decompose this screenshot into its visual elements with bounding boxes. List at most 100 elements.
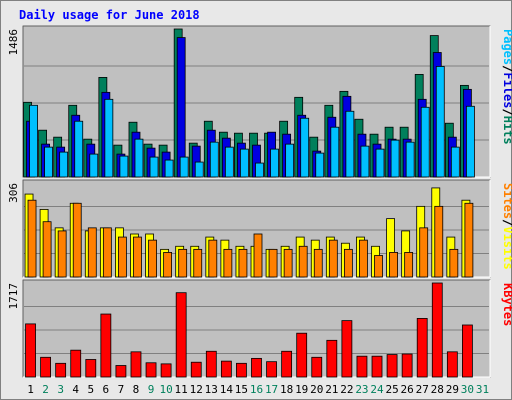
bar-kbytes-day-21: [326, 339, 338, 378]
bar-sites-day-13: [208, 239, 218, 278]
bar-sites-day-30: [464, 202, 474, 278]
day-label-6: 6: [103, 383, 110, 396]
bar-pages-day-9: [149, 156, 159, 178]
day-label-31: 31: [476, 383, 489, 396]
bar-kbytes-day-11: [175, 292, 187, 378]
bar-sites-day-5: [87, 227, 97, 278]
bar-kbytes-day-16: [251, 357, 262, 378]
bar-sites-day-4: [72, 202, 82, 278]
side-label-visits: Visits: [501, 226, 512, 269]
day-label-29: 29: [446, 383, 459, 396]
bar-pages-day-23: [360, 145, 370, 178]
max-label-bot: 1717: [7, 283, 20, 310]
day-label-20: 20: [310, 383, 323, 396]
bar-sites-day-27: [419, 227, 429, 278]
bar-kbytes-day-15: [236, 362, 247, 378]
bar-pages-day-1: [29, 104, 38, 178]
bar-kbytes-day-22: [341, 320, 353, 378]
bar-kbytes-day-26: [401, 353, 413, 378]
bar-kbytes-day-30: [462, 324, 473, 378]
bar-pages-day-12: [194, 161, 204, 178]
day-label-8: 8: [133, 383, 140, 396]
bar-kbytes-day-29: [446, 351, 458, 378]
side-label-slash: /: [501, 219, 512, 226]
max-label-mid: 306: [7, 183, 20, 203]
bar-sites-day-20: [313, 248, 323, 278]
side-label-pages: Pages: [501, 29, 512, 65]
bar-sites-day-24: [374, 255, 383, 278]
bar-kbytes-day-7: [115, 365, 127, 378]
day-label-1: 1: [27, 383, 34, 396]
bar-kbytes-day-28: [431, 282, 443, 378]
bar-kbytes-day-12: [190, 361, 202, 378]
bar-kbytes-day-17: [266, 361, 277, 378]
day-label-12: 12: [190, 383, 203, 396]
bar-pages-day-29: [450, 146, 460, 178]
day-label-28: 28: [431, 383, 444, 396]
bar-pages-day-2: [44, 146, 53, 178]
day-label-10: 10: [159, 383, 172, 396]
bar-sites-day-22: [343, 248, 353, 278]
bar-sites-day-1: [27, 199, 37, 278]
bar-pages-day-3: [59, 151, 69, 178]
bar-pages-day-21: [330, 126, 340, 178]
bar-kbytes-day-4: [70, 349, 82, 378]
bar-sites-day-16: [253, 233, 263, 278]
bar-pages-day-11: [179, 156, 189, 178]
bar-kbytes-day-27: [416, 318, 428, 378]
bar-sites-day-2: [42, 221, 52, 278]
side-label-hits: Hits: [501, 116, 512, 145]
day-label-18: 18: [280, 383, 293, 396]
day-label-5: 5: [87, 383, 94, 396]
day-label-13: 13: [205, 383, 218, 396]
bar-sites-day-18: [283, 248, 293, 278]
bar-files-day-11: [176, 37, 186, 178]
day-label-4: 4: [72, 383, 79, 396]
day-label-21: 21: [325, 383, 338, 396]
bar-pages-day-25: [390, 139, 400, 178]
day-label-24: 24: [370, 383, 384, 396]
day-label-14: 14: [220, 383, 234, 396]
bar-pages-day-22: [345, 110, 355, 178]
day-label-30: 30: [461, 383, 474, 396]
bar-kbytes-day-19: [296, 332, 308, 378]
bar-pages-day-18: [285, 143, 295, 178]
bar-kbytes-day-13: [205, 350, 217, 378]
bar-kbytes-day-25: [386, 354, 398, 378]
bar-sites-day-6: [102, 227, 112, 278]
bar-pages-day-26: [405, 141, 415, 178]
side-labels-bot: KBytes: [501, 283, 512, 326]
bar-kbytes-day-2: [40, 356, 51, 378]
side-labels-mid: Sites/Visits: [501, 183, 512, 270]
side-labels-top: Pages/Files/Hits: [501, 29, 512, 145]
bar-pages-day-8: [134, 138, 144, 178]
bar-kbytes-day-10: [160, 363, 172, 378]
bar-kbytes-day-1: [25, 323, 36, 378]
bar-kbytes-day-8: [130, 351, 142, 378]
day-label-15: 15: [235, 383, 248, 396]
bar-kbytes-day-5: [85, 359, 97, 378]
chart-title: Daily usage for June 2018: [19, 8, 200, 22]
bar-kbytes-day-24: [371, 355, 383, 378]
day-label-9: 9: [148, 383, 155, 396]
day-label-19: 19: [295, 383, 308, 396]
bar-sites-day-26: [404, 252, 414, 278]
side-label-slash: /: [501, 108, 512, 115]
bar-pages-day-4: [74, 120, 84, 178]
bar-sites-day-25: [389, 252, 398, 278]
bar-pages-day-20: [315, 152, 325, 178]
bar-sites-day-9: [148, 239, 157, 278]
bar-pages-day-27: [420, 106, 430, 178]
bar-kbytes-day-3: [55, 362, 67, 378]
bar-kbytes-day-20: [311, 356, 323, 378]
bar-sites-day-3: [57, 230, 67, 278]
bar-kbytes-day-6: [100, 313, 112, 378]
bar-pages-day-13: [209, 141, 219, 178]
day-label-25: 25: [385, 383, 398, 396]
day-label-2: 2: [42, 383, 49, 396]
day-label-22: 22: [340, 383, 353, 396]
bar-sites-day-10: [163, 252, 173, 278]
